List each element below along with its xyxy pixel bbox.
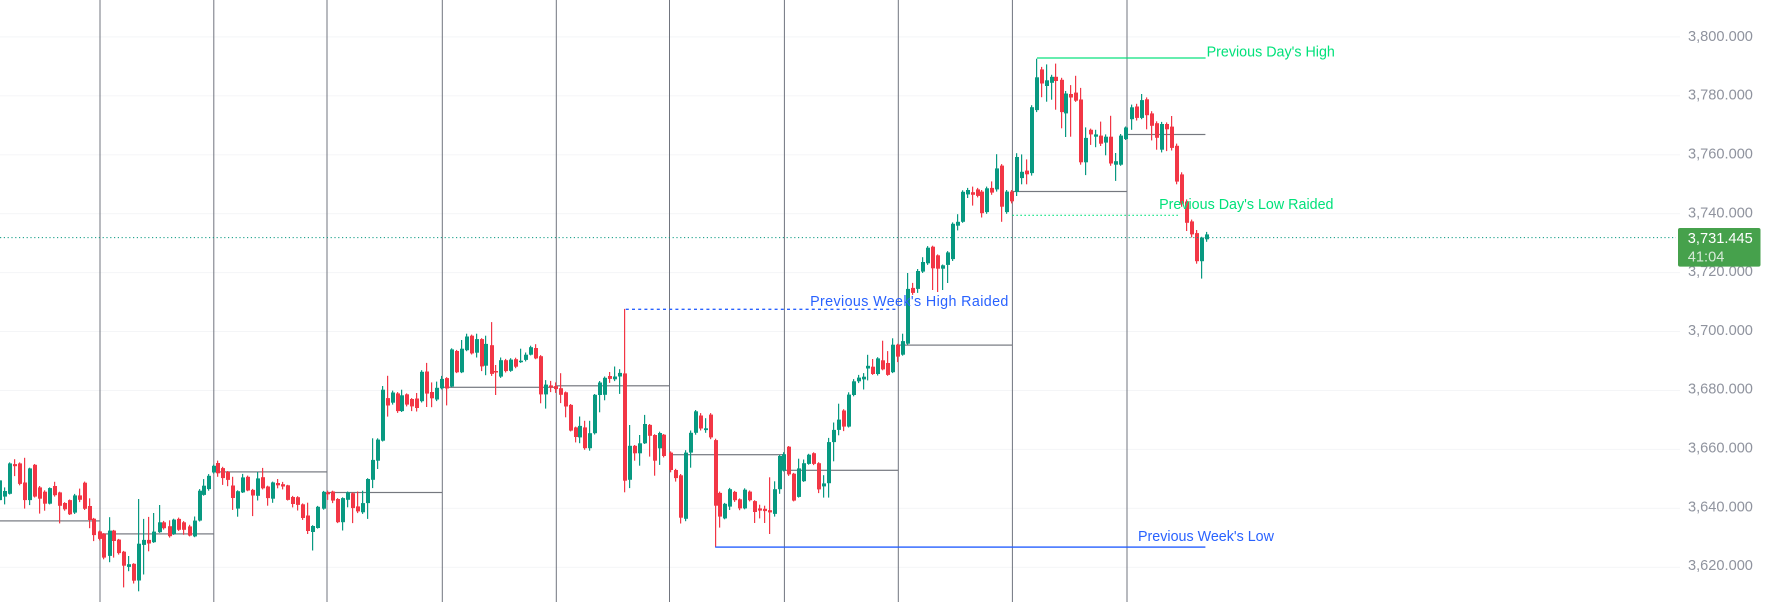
svg-text:3,660.000: 3,660.000 (1688, 441, 1753, 457)
svg-text:41:04: 41:04 (1688, 250, 1725, 266)
svg-text:Previous Week's High Raided: Previous Week's High Raided (810, 294, 1009, 310)
svg-text:Previous Day's High: Previous Day's High (1207, 45, 1335, 61)
svg-text:3,780.000: 3,780.000 (1688, 88, 1753, 104)
svg-text:3,740.000: 3,740.000 (1688, 205, 1753, 221)
svg-text:Previous Day's Low Raided: Previous Day's Low Raided (1159, 197, 1333, 213)
svg-text:3,620.000: 3,620.000 (1688, 558, 1753, 574)
svg-text:3,640.000: 3,640.000 (1688, 499, 1753, 515)
svg-text:3,680.000: 3,680.000 (1688, 382, 1753, 398)
svg-text:3,731.445: 3,731.445 (1688, 231, 1753, 247)
svg-text:Previous Week's Low: Previous Week's Low (1138, 529, 1275, 545)
svg-text:3,800.000: 3,800.000 (1688, 29, 1753, 45)
svg-text:3,700.000: 3,700.000 (1688, 323, 1753, 339)
svg-text:3,760.000: 3,760.000 (1688, 147, 1753, 163)
svg-text:3,720.000: 3,720.000 (1688, 264, 1753, 280)
